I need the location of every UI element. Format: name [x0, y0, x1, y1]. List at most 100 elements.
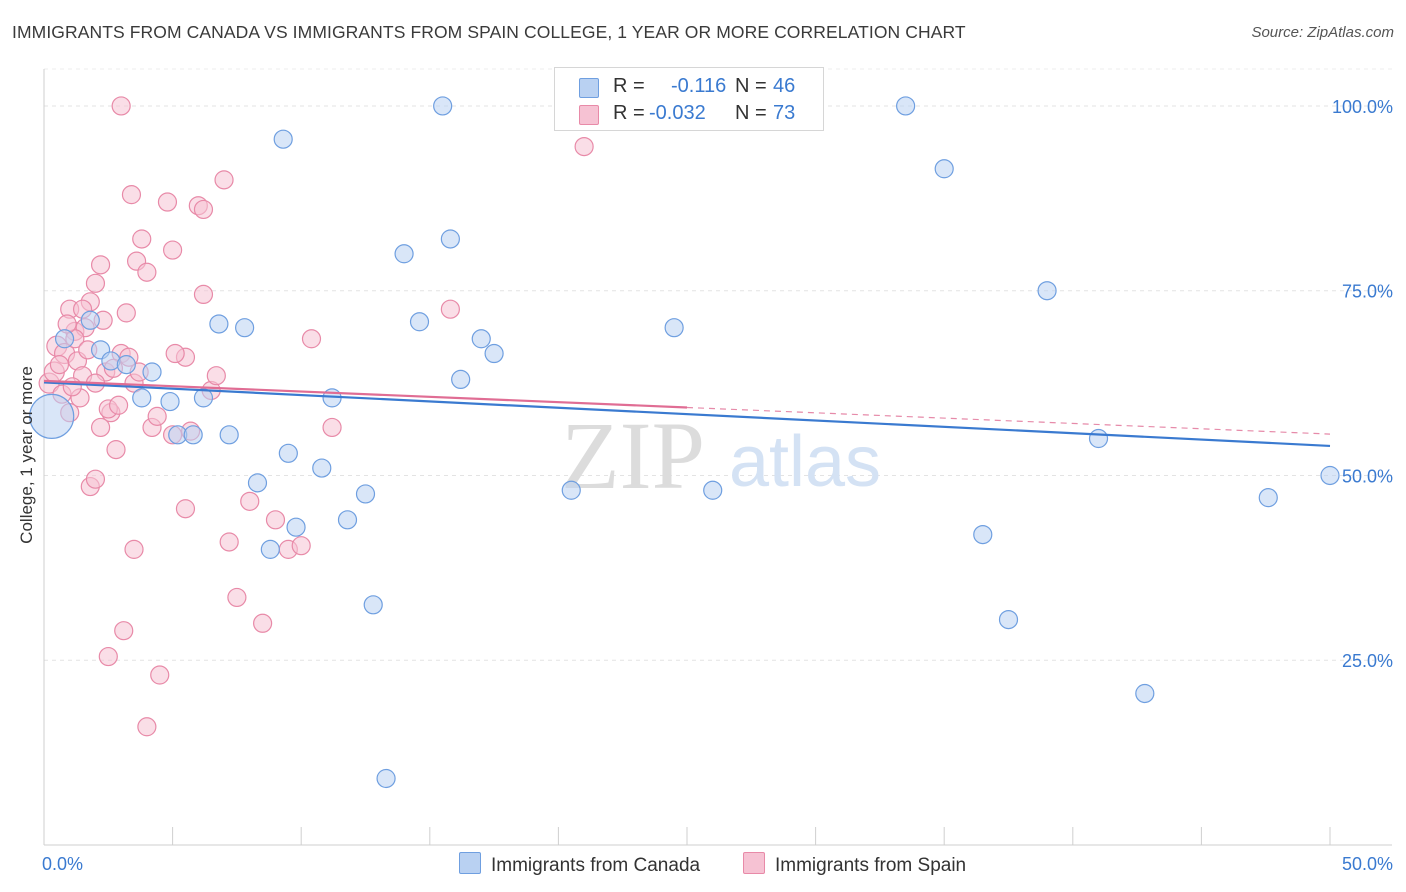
bottom-legend-label-spain: Immigrants from Spain — [775, 855, 967, 876]
chart-source: Source: ZipAtlas.com — [1251, 24, 1394, 41]
spain-point — [106, 440, 126, 460]
legend-n-value: 73 — [773, 102, 796, 124]
spain-point — [90, 255, 111, 275]
canada-point — [703, 480, 723, 500]
legend-swatch-spain — [579, 105, 599, 125]
canada-point — [247, 473, 268, 493]
bottom-legend-spain: Immigrants from Spain — [743, 852, 966, 877]
spain-point — [193, 199, 214, 220]
spain-point — [265, 510, 286, 530]
spain-point — [137, 717, 157, 737]
canada-point — [337, 510, 358, 530]
canada-point — [440, 229, 460, 249]
bottom-legend-canada: Immigrants from Canada — [459, 852, 700, 877]
spain-point — [219, 532, 239, 552]
canada-point — [278, 443, 298, 463]
tick-labels: 25.0% 50.0% 75.0% 100.0% 0.0% 50.0% — [42, 97, 1393, 874]
spain-point — [121, 185, 142, 205]
canada-point — [1258, 488, 1278, 508]
x-tick-label: 50.0% — [1342, 854, 1393, 874]
legend-row-canada: R = -0.116 N = 46 — [555, 73, 823, 101]
canada-point — [973, 524, 993, 545]
canada-point — [561, 480, 581, 500]
spain-point — [124, 539, 144, 559]
spain-point — [163, 240, 183, 260]
canada-point — [409, 312, 430, 332]
spain-point — [108, 395, 129, 415]
watermark-zip: ZIP — [561, 402, 705, 509]
spain-point — [440, 299, 460, 319]
canada-point — [451, 369, 471, 389]
spain-point — [157, 192, 178, 212]
canada-point — [363, 595, 383, 615]
canada-point — [235, 318, 255, 338]
spain-point — [322, 417, 342, 438]
legend-r-label: R = — [613, 102, 645, 124]
bottom-legend-swatch-spain — [743, 852, 765, 874]
legend-r-value: -0.116 — [671, 75, 727, 97]
series-spain-points — [38, 96, 594, 737]
canada-point — [260, 539, 280, 559]
canada-point — [998, 609, 1019, 630]
y-tick-label: 25.0% — [1342, 651, 1393, 671]
spain-point — [132, 229, 152, 249]
spain-point — [193, 284, 214, 305]
canada-point — [896, 96, 916, 116]
legend-r-label: R = — [613, 75, 645, 97]
spain-point — [301, 329, 322, 349]
trend-line-canada — [43, 381, 1331, 448]
spain-point — [574, 137, 594, 157]
canada-point — [312, 458, 332, 478]
spain-point — [214, 170, 234, 190]
canada-point — [394, 244, 414, 264]
spain-point — [137, 262, 157, 282]
spain-point — [114, 621, 134, 641]
chart-title: IMMIGRANTS FROM CANADA VS IMMIGRANTS FRO… — [12, 22, 966, 42]
legend-swatch-canada — [579, 78, 599, 98]
bottom-legend-label-canada: Immigrants from Canada — [491, 855, 701, 876]
trend-line-spain — [43, 379, 688, 409]
spain-point — [85, 273, 106, 293]
canada-point — [219, 425, 239, 445]
trend-lines — [43, 379, 1331, 448]
canada-point — [160, 391, 180, 412]
canada-point — [934, 159, 954, 179]
y-tick-label: 50.0% — [1342, 466, 1393, 486]
canada-point — [193, 388, 214, 408]
legend-n-value: 46 — [773, 75, 796, 97]
y-axis-label: College, 1 year or more — [17, 366, 36, 544]
x-tick-label: 0.0% — [42, 854, 83, 874]
canada-point — [376, 768, 396, 789]
correlation-legend: R = -0.116 N = 46 R = -0.032 N = 73 — [554, 67, 824, 131]
axes — [43, 69, 1392, 846]
spain-point — [90, 417, 111, 438]
spain-point — [116, 303, 136, 323]
canada-point — [1088, 428, 1109, 449]
legend-row-spain: R = -0.032 N = 73 — [555, 100, 823, 128]
canada-point — [471, 329, 491, 349]
canada-point — [1320, 465, 1340, 486]
canada-point — [29, 393, 75, 439]
canada-point — [1037, 281, 1057, 301]
canada-point — [433, 96, 453, 116]
canada-point — [484, 343, 504, 364]
spain-point — [175, 499, 196, 519]
watermark: ZIP atlas — [561, 402, 881, 509]
y-tick-label: 100.0% — [1332, 97, 1393, 117]
spain-point — [111, 96, 131, 116]
watermark-atlas: atlas — [729, 422, 881, 502]
spain-point — [98, 646, 118, 667]
spain-point — [227, 587, 247, 608]
trend-line-spain-extension — [686, 406, 1331, 435]
legend-n-label: N = — [735, 75, 767, 97]
canada-point — [209, 314, 229, 334]
canada-point — [286, 517, 306, 537]
bottom-legend-swatch-canada — [459, 852, 481, 874]
canada-point — [1135, 683, 1155, 704]
legend-n-label: N = — [735, 102, 767, 124]
canada-point — [116, 355, 136, 375]
canada-point — [54, 329, 75, 349]
canada-point — [183, 425, 203, 445]
spain-point — [291, 536, 311, 556]
